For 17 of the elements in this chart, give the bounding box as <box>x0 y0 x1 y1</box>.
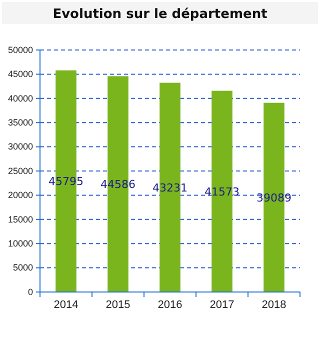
x-tick-label: 2015 <box>106 299 130 312</box>
chart-title: Evolution sur le département <box>52 7 268 22</box>
y-tick-label: 0 <box>28 286 33 297</box>
y-tick-label: 15000 <box>8 214 33 224</box>
y-tick-label: 5000 <box>12 262 33 273</box>
x-tick-label: 2014 <box>54 299 78 312</box>
y-tick-label: 25000 <box>8 166 33 176</box>
x-tick-label: 2016 <box>158 299 182 312</box>
y-tick-label: 50000 <box>8 44 33 55</box>
y-tick-label: 20000 <box>8 190 33 200</box>
y-tick-label: 45000 <box>8 69 33 80</box>
x-tick-label: 2017 <box>210 299 234 312</box>
x-tick-label: 2018 <box>262 299 286 312</box>
y-tick-label: 40000 <box>8 93 33 104</box>
y-tick-label: 10000 <box>8 238 33 248</box>
y-tick-label: 35000 <box>8 117 33 128</box>
y-tick-label: 30000 <box>8 142 33 152</box>
